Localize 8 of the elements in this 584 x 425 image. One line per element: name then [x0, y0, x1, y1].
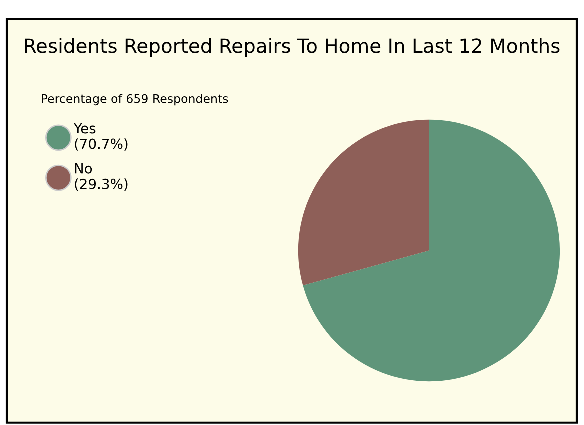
legend-label: Yes	[74, 123, 96, 134]
pie-slice	[303, 120, 560, 382]
data-label: (29.3%)	[75, 178, 128, 192]
legend-label: No	[75, 164, 92, 174]
chart-title: Residents Reported Repairs To Home In Last 12 Months	[25, 38, 560, 58]
data-label: (70.7%)	[75, 138, 128, 151]
chart-subtitle: Percentage of 659 Respondents	[42, 94, 228, 106]
pie-slice	[298, 120, 430, 286]
